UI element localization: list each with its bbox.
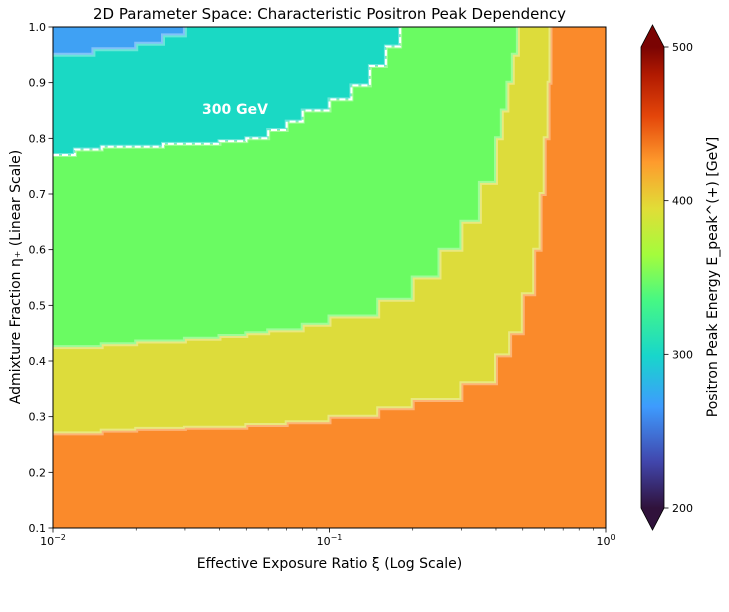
chart-title: 2D Parameter Space: Characteristic Posit… bbox=[93, 5, 566, 23]
colorbar-body bbox=[641, 47, 664, 508]
region-305 bbox=[53, 27, 401, 155]
y-tick-label: 1.0 bbox=[29, 21, 47, 34]
colorbar-tick-label: 200 bbox=[672, 502, 693, 515]
y-tick-label: 0.2 bbox=[29, 466, 47, 479]
colorbar-label: Positron Peak Energy E_peak^(+) [GeV] bbox=[705, 137, 721, 418]
y-axis-label: Admixture Fraction η₊ (Linear Scale) bbox=[8, 150, 24, 405]
contour-annotation: 300 GeV bbox=[202, 102, 268, 118]
contour-300-dashed bbox=[53, 27, 402, 156]
colorbar-tick-label: 400 bbox=[672, 195, 693, 208]
region-edge-370 bbox=[53, 27, 553, 436]
x-tick-label: 10−2 bbox=[40, 533, 66, 548]
y-tick-label: 0.4 bbox=[29, 355, 47, 368]
x-axis-label: Effective Exposure Ratio ξ (Log Scale) bbox=[197, 556, 463, 572]
plot-area bbox=[53, 27, 606, 528]
region-edge-340 bbox=[53, 27, 520, 350]
y-tick-label: 0.9 bbox=[29, 77, 47, 90]
y-tick-label: 0.7 bbox=[29, 188, 47, 201]
colorbar-tick-label: 300 bbox=[672, 348, 693, 361]
y-tick-label: 0.8 bbox=[29, 132, 47, 145]
colorbar-extend-top bbox=[641, 25, 664, 47]
colorbar: 200 300 400 500 Positron Peak Energy E_peak… bbox=[640, 24, 721, 531]
x-tick-label: 100 bbox=[596, 533, 615, 548]
colorbar-extend-bottom bbox=[641, 508, 664, 530]
y-tick-label: 0.5 bbox=[29, 299, 47, 312]
x-axis: 10−2 10−1 100 bbox=[40, 528, 616, 548]
y-axis: 0.1 0.2 0.3 0.4 0.5 0.6 0.7 0.8 0.9 1.0 bbox=[29, 21, 53, 535]
colorbar-ticks: 200 300 400 500 bbox=[664, 41, 693, 515]
y-tick-label: 0.3 bbox=[29, 411, 47, 424]
region-edge-275 bbox=[53, 27, 187, 57]
region-275 bbox=[53, 27, 185, 55]
y-tick-label: 0.6 bbox=[29, 244, 47, 257]
y-tick-label: 0.1 bbox=[29, 522, 47, 535]
x-tick-label: 10−1 bbox=[317, 533, 343, 548]
colorbar-tick-label: 500 bbox=[672, 41, 693, 54]
